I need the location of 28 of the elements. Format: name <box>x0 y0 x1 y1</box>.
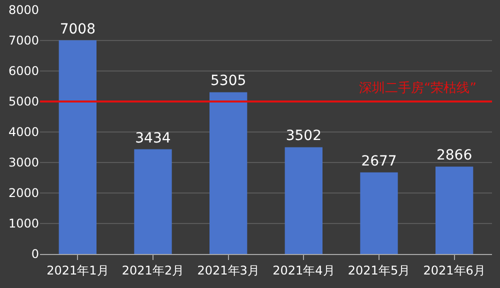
y-tick-label: 8000 <box>8 3 39 18</box>
y-tick-label: 5000 <box>8 94 39 109</box>
y-tick-label: 2000 <box>8 186 39 200</box>
data-label: 2677 <box>361 153 397 170</box>
y-tick-label: 3000 <box>8 156 39 170</box>
bar <box>436 166 474 254</box>
data-label: 2866 <box>436 148 472 164</box>
y-tick-label: 1000 <box>8 216 39 231</box>
bar <box>210 92 248 254</box>
x-tick-label: 2021年6月 <box>423 263 486 278</box>
x-tick-label: 2021年3月 <box>197 263 260 278</box>
bar <box>134 149 172 254</box>
bar <box>360 172 398 254</box>
data-label: 3434 <box>135 130 171 146</box>
x-tick-label: 2021年2月 <box>122 263 184 278</box>
y-tick-label: 6000 <box>8 64 39 78</box>
bar <box>58 40 96 254</box>
data-label: 3502 <box>286 128 322 144</box>
y-tick-label: 0 <box>31 247 39 262</box>
bar <box>284 147 322 254</box>
y-tick-label: 7000 <box>8 34 39 48</box>
data-label: 7008 <box>60 21 96 38</box>
y-tick-label: 4000 <box>8 125 39 140</box>
x-tick-label: 2021年4月 <box>272 263 335 278</box>
x-tick-label: 2021年5月 <box>348 263 410 278</box>
ref-line-label: 深圳二手房“荣枯线” <box>359 80 476 96</box>
data-label: 5305 <box>210 73 246 90</box>
x-tick-label: 2021年1月 <box>46 263 109 278</box>
